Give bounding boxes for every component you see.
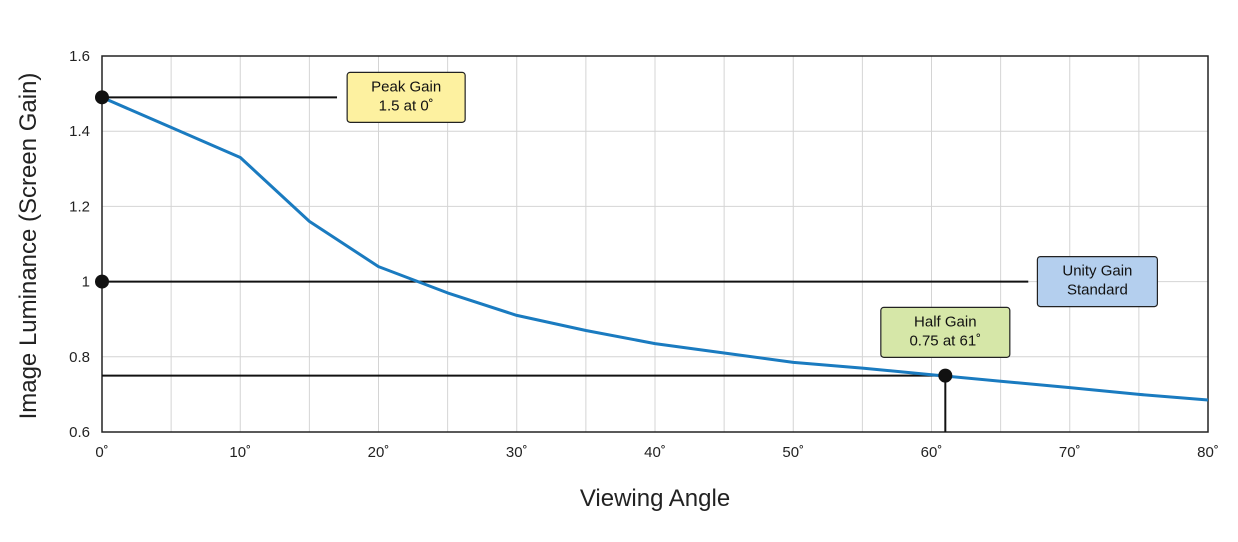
y-tick-label: 1 xyxy=(82,274,90,291)
y-axis-title: Image Luminance (Screen Gain) xyxy=(15,73,42,420)
y-tick-label: 1.4 xyxy=(69,123,90,140)
reference-lines xyxy=(102,96,1029,432)
x-tick-label: 10˚ xyxy=(229,444,251,461)
x-tick-label: 20˚ xyxy=(368,444,390,461)
annotation-text: 0.75 at 61˚ xyxy=(909,332,981,349)
annotation-text: Peak Gain xyxy=(371,78,441,95)
annotation-text: Half Gain xyxy=(914,313,977,330)
x-tick-label: 70˚ xyxy=(1059,444,1081,461)
annotation-bg xyxy=(1036,256,1159,308)
y-tick-label: 1.2 xyxy=(69,198,90,215)
x-axis-title: Viewing Angle xyxy=(580,485,730,512)
annotation-box: Peak Gain 1.5 at 0˚ xyxy=(346,71,466,123)
y-tick-label: 1.6 xyxy=(69,48,90,65)
annotation-text: Standard xyxy=(1067,282,1128,299)
annotation-bg xyxy=(880,306,1011,358)
y-tick-label: 0.6 xyxy=(69,424,90,441)
marker-point xyxy=(95,90,109,105)
annotation-bg xyxy=(346,71,466,123)
annotation-box: Unity Gain Standard xyxy=(1036,256,1159,308)
y-tick-label: 0.8 xyxy=(69,349,90,366)
markers xyxy=(95,90,953,383)
marker-point xyxy=(95,274,109,289)
x-tick-label: 80˚ xyxy=(1197,444,1219,461)
marker-point xyxy=(938,368,953,383)
annotations: Peak Gain 1.5 at 0˚ Unity Gain Standard Half… xyxy=(346,71,1159,358)
x-tick-label: 30˚ xyxy=(506,444,528,461)
plot-frame xyxy=(101,55,1209,433)
x-tick-label: 40˚ xyxy=(644,444,666,461)
y-tick-labels: 0.6 0.8 1 1.2 1.4 1.6 xyxy=(69,48,90,441)
x-tick-label: 0˚ xyxy=(95,444,108,461)
series-lines xyxy=(101,96,1209,402)
annotation-box: Half Gain 0.75 at 61˚ xyxy=(880,306,1011,358)
x-tick-label: 50˚ xyxy=(782,444,804,461)
series-line xyxy=(101,96,1209,402)
annotation-text: 1.5 at 0˚ xyxy=(379,97,434,114)
x-tick-label: 60˚ xyxy=(921,444,943,461)
annotation-text: Unity Gain xyxy=(1062,263,1132,280)
x-tick-labels: 0˚ 10˚ 20˚ 30˚ 40˚ 50˚ 60˚ 70˚ 80˚ xyxy=(95,444,1219,461)
